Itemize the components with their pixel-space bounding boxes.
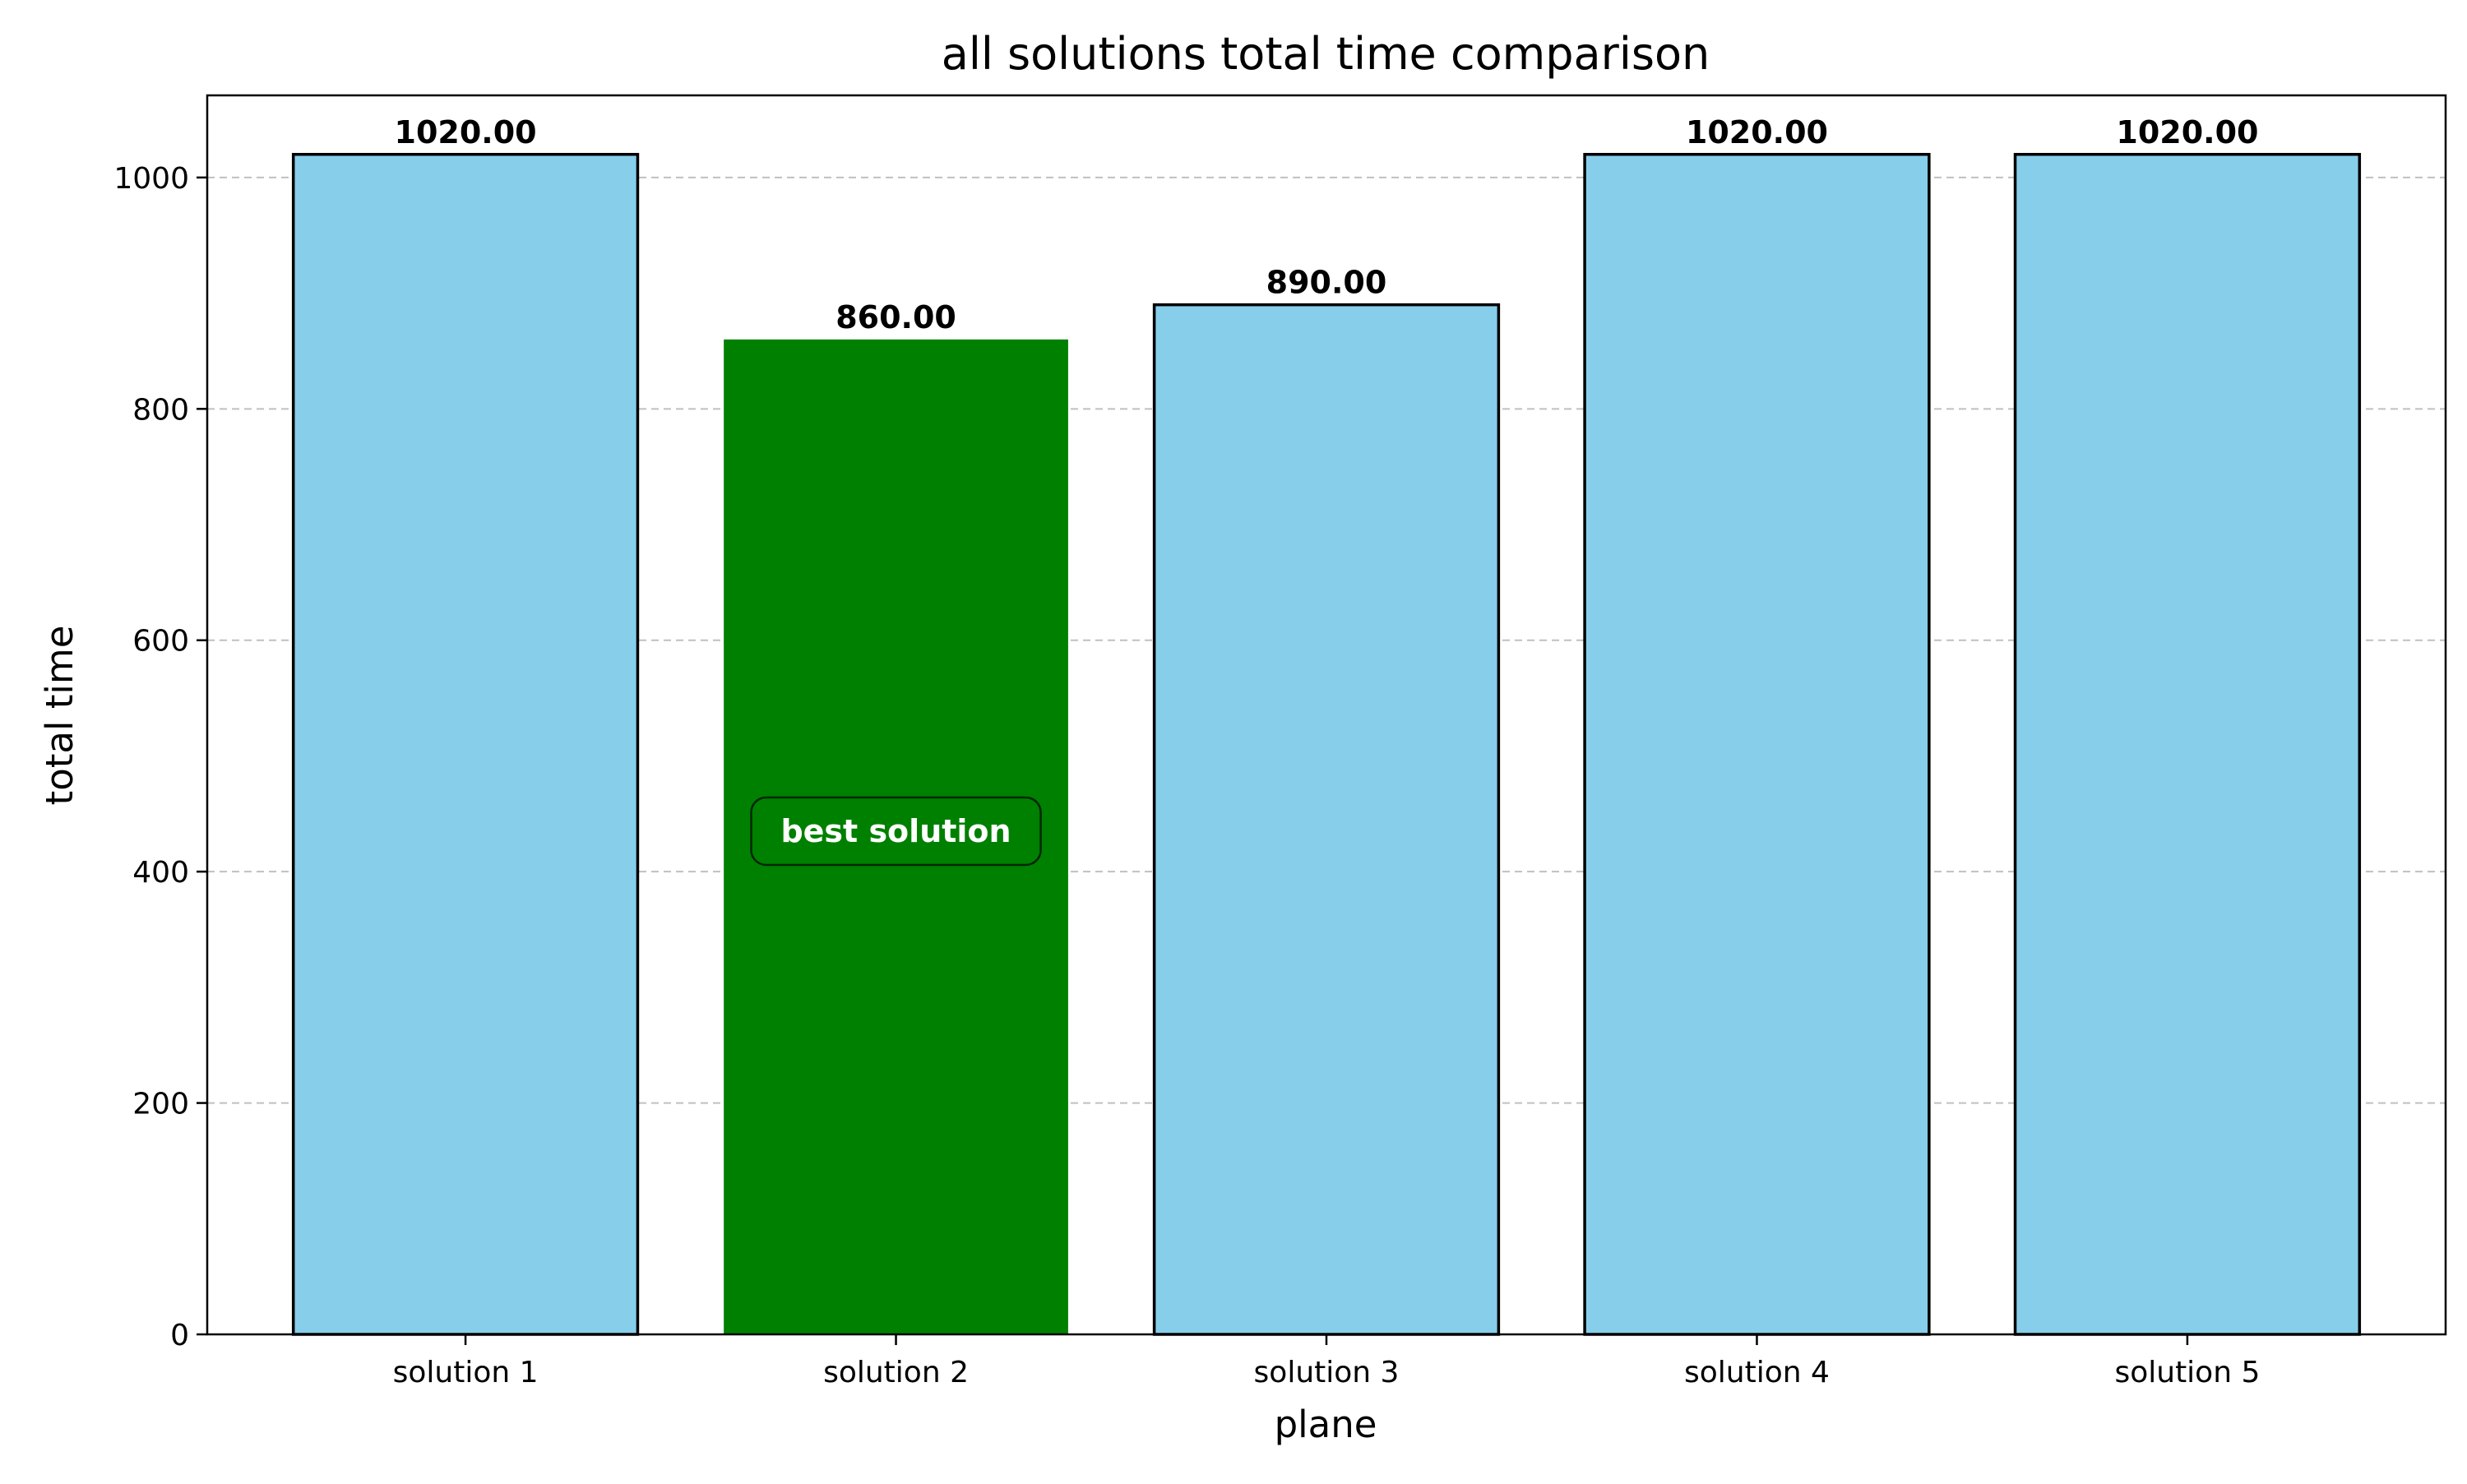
x-tick-label: solution 4 (1684, 1356, 1830, 1389)
bar-value-label: 890.00 (1266, 265, 1387, 301)
x-tick-label: solution 3 (1254, 1356, 1400, 1389)
y-tick-label: 0 (170, 1319, 189, 1352)
y-tick-label: 200 (132, 1088, 189, 1121)
annotation-box (750, 796, 1042, 867)
x-tick-label: solution 5 (2114, 1356, 2260, 1389)
bar-value-label: 1020.00 (1686, 114, 1828, 150)
y-tick-label: 800 (132, 393, 189, 427)
bar (2013, 153, 2362, 1336)
bar-value-label: 1020.00 (395, 114, 537, 150)
bar (1583, 153, 1931, 1336)
y-tick-label: 1000 (113, 162, 189, 196)
bars (291, 153, 2362, 1336)
y-tick-label: 400 (132, 856, 189, 890)
bar-value-label: 860.00 (835, 299, 956, 335)
bar-value-label: 1020.00 (2116, 114, 2258, 150)
x-tick-label: solution 1 (393, 1356, 539, 1389)
x-axis: solution 1 solution 2 solution 3 solution 4… (393, 1334, 2260, 1389)
chart-title: all solutions total time comparison (942, 28, 1710, 80)
bar (1152, 303, 1501, 1336)
x-tick-label: solution 2 (823, 1356, 969, 1389)
bar (291, 153, 640, 1336)
y-tick-label: 600 (132, 625, 189, 659)
annotation: best solution (750, 796, 1042, 867)
x-axis-label: plane (1275, 1403, 1377, 1446)
y-axis-label: total time (38, 626, 81, 806)
y-axis: 0 200 400 600 800 1000 (113, 162, 207, 1352)
annotation-text: best solution (780, 813, 1011, 849)
value-labels: 1020.00 860.00 890.00 1020.00 1020.00 (395, 114, 2259, 335)
